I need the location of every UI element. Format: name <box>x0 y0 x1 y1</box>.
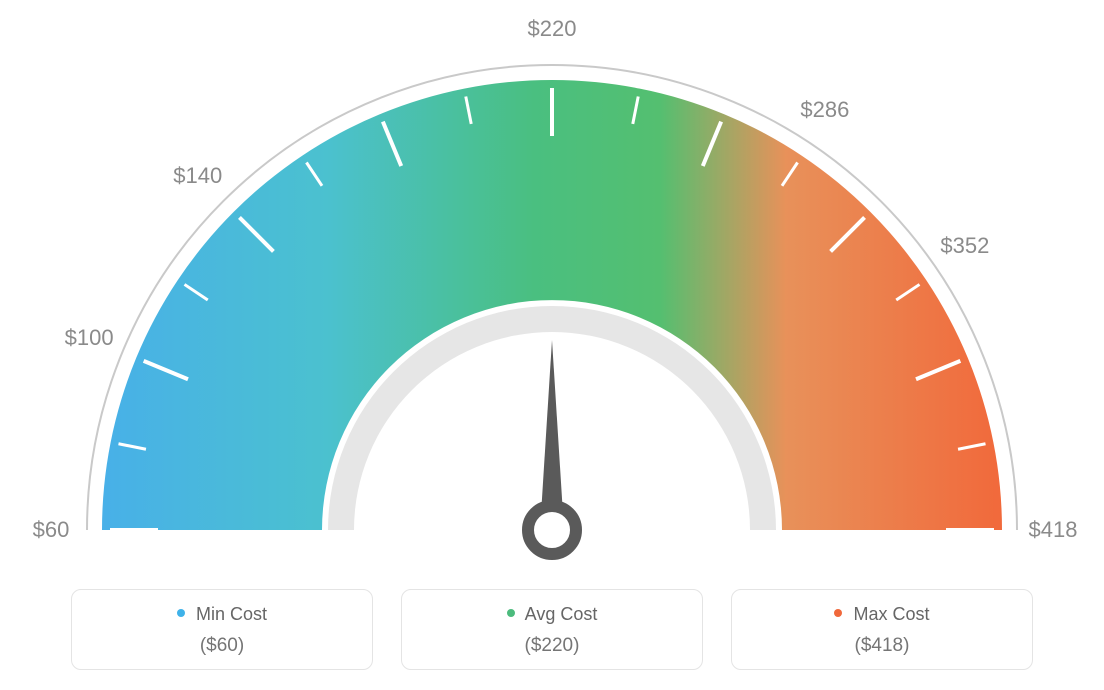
dot-icon <box>507 609 515 617</box>
legend-card-min: Min Cost ($60) <box>71 589 373 670</box>
gauge-tick-label: $220 <box>528 16 577 42</box>
legend-title-max: Max Cost <box>732 604 1032 625</box>
gauge-tick-label: $286 <box>800 97 849 123</box>
legend-card-max: Max Cost ($418) <box>731 589 1033 670</box>
gauge-tick-label: $60 <box>33 517 70 543</box>
legend-label-max: Max Cost <box>853 604 929 624</box>
gauge-tick-label: $418 <box>1029 517 1078 543</box>
legend-value-max: ($418) <box>732 635 1032 657</box>
legend-title-min: Min Cost <box>72 604 372 625</box>
gauge-chart: $60 $100 $140 $220 $286 $352 $418 <box>0 0 1104 560</box>
legend-row: Min Cost ($60) Avg Cost ($220) Max Cost … <box>0 589 1104 670</box>
gauge-tick-label: $140 <box>173 163 222 189</box>
gauge-tick-label: $100 <box>65 325 114 351</box>
legend-label-min: Min Cost <box>196 604 267 624</box>
legend-title-avg: Avg Cost <box>402 604 702 625</box>
legend-value-min: ($60) <box>72 635 372 657</box>
legend-card-avg: Avg Cost ($220) <box>401 589 703 670</box>
cost-gauge-container: $60 $100 $140 $220 $286 $352 $418 Min Cost ($6… <box>0 0 1104 690</box>
legend-label-avg: Avg Cost <box>525 604 598 624</box>
dot-icon <box>834 609 842 617</box>
dot-icon <box>177 609 185 617</box>
legend-value-avg: ($220) <box>402 635 702 657</box>
gauge-tick-label: $352 <box>940 233 989 259</box>
